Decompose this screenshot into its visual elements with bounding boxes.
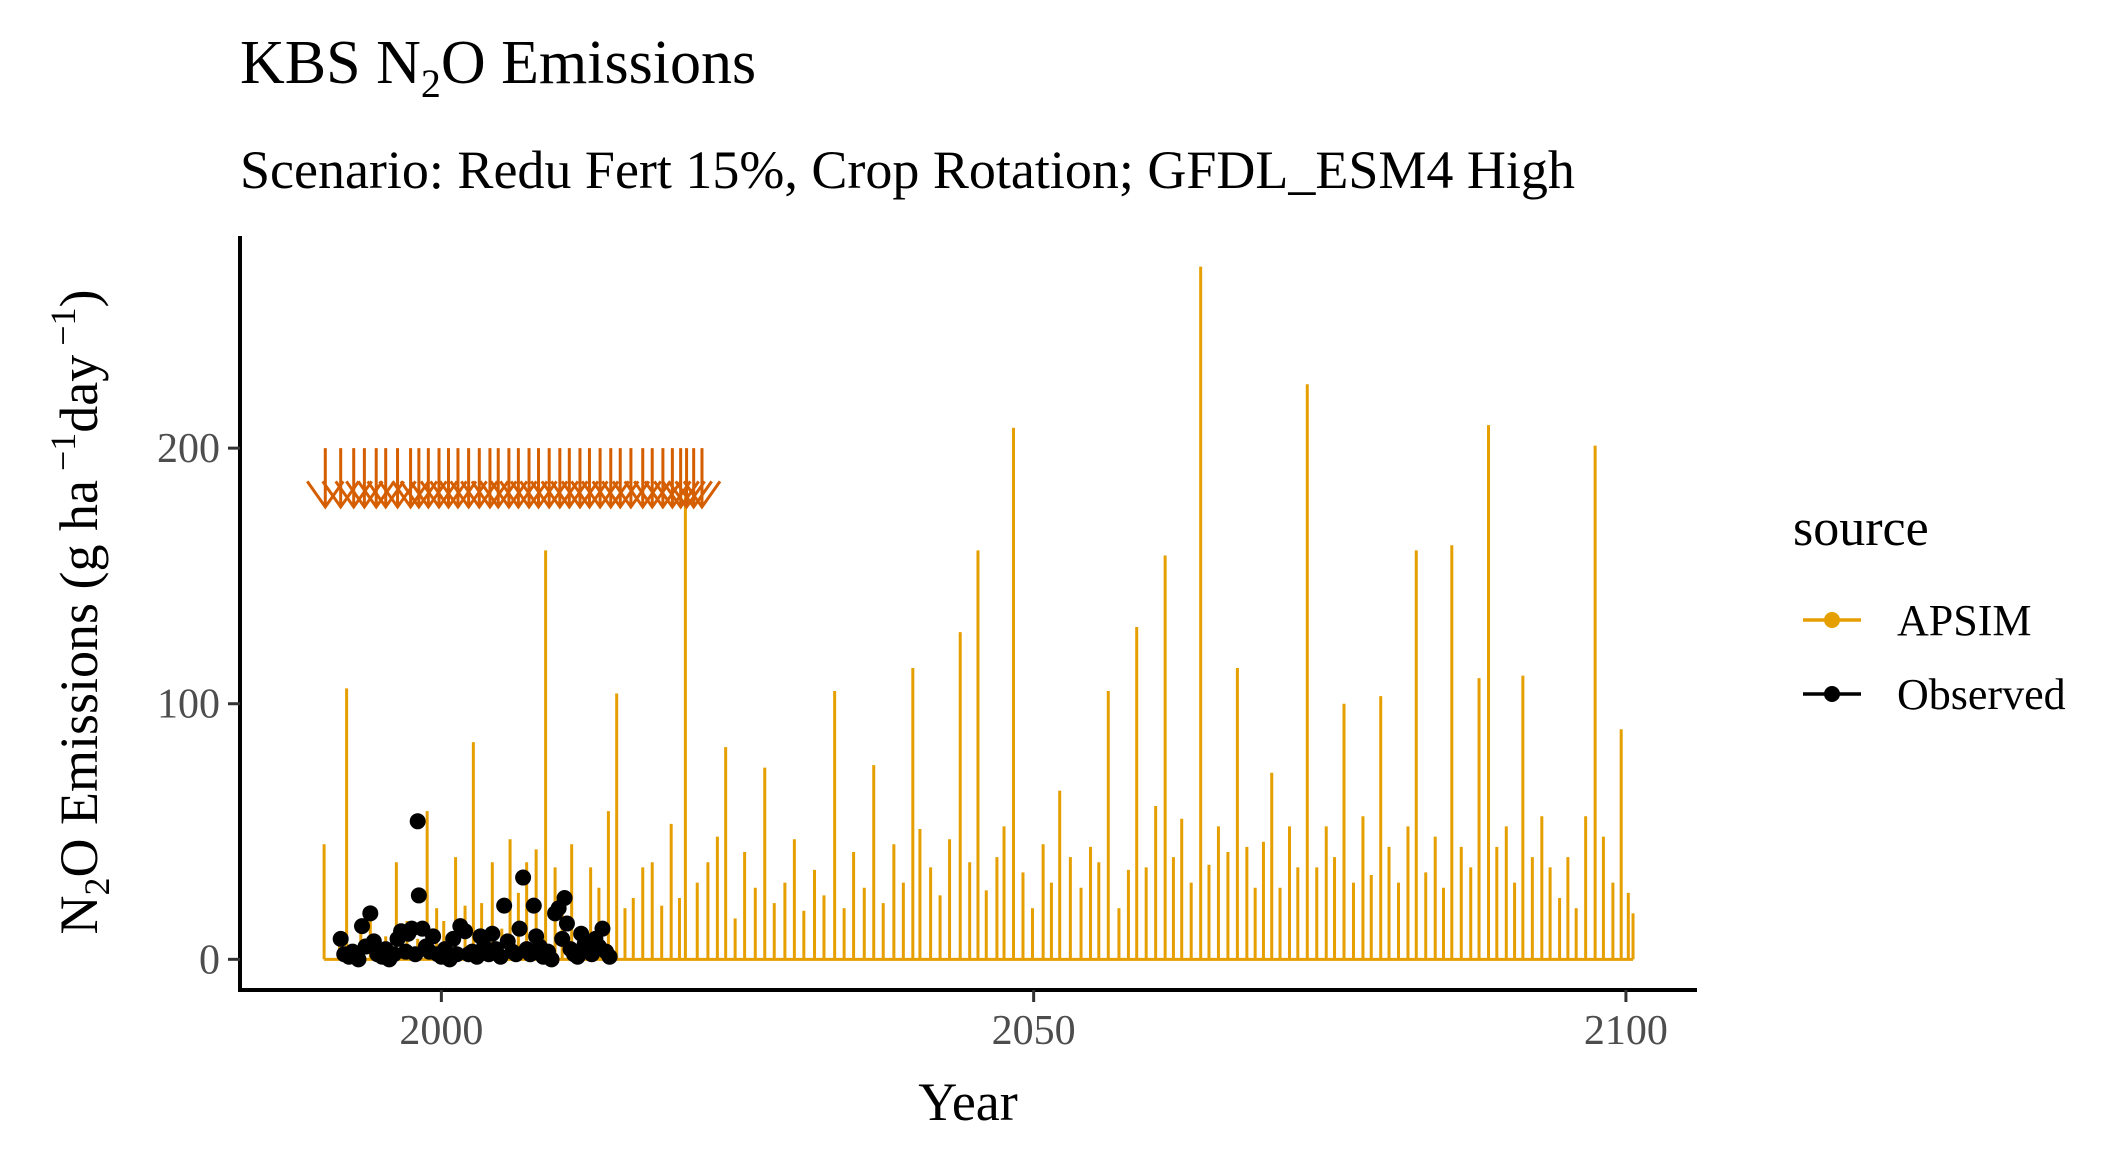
- legend-key-apsim-dot: [1824, 612, 1840, 628]
- legend-item-apsim: APSIM: [1803, 596, 2032, 645]
- fertilizer-arrow: [591, 448, 630, 510]
- y-axis-title: N2O Emissions (g ha −1day −1): [43, 289, 117, 934]
- observed-point: [543, 951, 560, 968]
- apsim-series: [322, 266, 1635, 960]
- legend: source APSIM Observed: [1793, 500, 2066, 719]
- fertilizer-arrow: [306, 448, 345, 510]
- observed-point: [445, 930, 462, 947]
- fertilizer-markers: [306, 448, 722, 510]
- fertilizer-arrow: [623, 448, 662, 510]
- observed-point: [354, 918, 371, 935]
- y-axis-ticks: 0 100 200: [157, 426, 240, 983]
- observed-point: [556, 889, 573, 906]
- fertilizer-arrow: [540, 448, 580, 510]
- observed-point: [601, 948, 618, 965]
- legend-title: source: [1793, 500, 1929, 557]
- legend-key-observed-dot: [1824, 686, 1840, 702]
- fertilizer-arrow: [419, 448, 459, 510]
- legend-label-apsim: APSIM: [1897, 596, 2032, 645]
- observed-point: [365, 933, 382, 950]
- observed-point: [350, 951, 367, 968]
- observed-point: [448, 946, 465, 963]
- observed-point: [409, 813, 426, 830]
- legend-item-observed: Observed: [1803, 670, 2066, 719]
- fertilizer-arrow: [489, 448, 529, 510]
- observed-point: [425, 928, 442, 945]
- observed-point: [362, 905, 379, 922]
- observed-point: [515, 869, 532, 886]
- observed-point: [332, 930, 349, 947]
- chart-subtitle: Scenario: Redu Fert 15%, Crop Rotation; …: [240, 140, 1575, 200]
- y-tick-label: 100: [157, 682, 220, 728]
- observed-point: [511, 920, 528, 937]
- legend-label-observed: Observed: [1897, 670, 2066, 719]
- observed-point: [594, 920, 611, 937]
- observed-point: [558, 915, 575, 932]
- x-tick-label: 2050: [992, 1008, 1076, 1054]
- fertilizer-arrow: [356, 448, 396, 510]
- plot-area: [306, 266, 1635, 968]
- fertilizer-arrow: [509, 448, 549, 510]
- observed-point: [410, 887, 427, 904]
- fertilizer-arrow: [429, 448, 468, 510]
- observed-series: [332, 813, 618, 968]
- fertilizer-arrow: [560, 448, 600, 510]
- x-tick-label: 2000: [399, 1008, 483, 1054]
- x-axis-title: Year: [918, 1072, 1018, 1132]
- y-tick-label: 200: [157, 426, 220, 472]
- observed-point: [484, 925, 501, 942]
- observed-point: [496, 897, 513, 914]
- y-tick-label: 0: [199, 937, 220, 983]
- chart-title: KBS N2O Emissions: [240, 29, 756, 106]
- observed-point: [525, 897, 542, 914]
- observed-point: [457, 923, 474, 940]
- x-tick-label: 2100: [1584, 1008, 1668, 1054]
- fertilizer-arrow: [682, 448, 722, 510]
- fertilizer-arrow: [399, 448, 439, 510]
- x-axis-ticks: 2000 2050 2100: [399, 990, 1668, 1054]
